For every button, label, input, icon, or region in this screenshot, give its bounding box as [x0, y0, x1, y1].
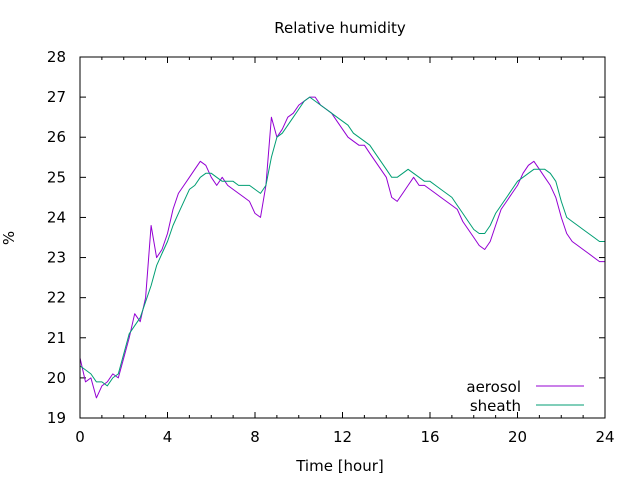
chart-title: Relative humidity	[274, 19, 406, 37]
x-tick-label: 16	[420, 428, 439, 446]
y-tick-label: 21	[47, 329, 66, 347]
y-tick-label: 24	[47, 208, 66, 226]
series-line-aerosol	[79, 96, 605, 399]
series-lines	[79, 96, 605, 399]
x-tick-label: 12	[333, 428, 352, 446]
legend-label-sheath: sheath	[470, 397, 521, 415]
legend-label-aerosol: aerosol	[466, 378, 521, 396]
y-tick-label: 19	[47, 409, 66, 427]
legend: aerosol sheath	[466, 378, 584, 415]
x-tick-label: 0	[75, 428, 85, 446]
plot-frame	[79, 56, 606, 419]
x-tick-label: 20	[508, 428, 527, 446]
x-tick-label: 4	[163, 428, 173, 446]
x-axis-label: Time [hour]	[295, 457, 384, 475]
series-line-sheath	[79, 96, 605, 387]
y-tick-label: 27	[47, 88, 66, 106]
y-tick-label: 20	[47, 369, 66, 387]
y-tick-label: 26	[47, 128, 66, 146]
axis-ticks: 0 4 8 12 16 20 24 19 20 21 22 23 24 25 26 27 28	[47, 48, 615, 446]
y-tick-label: 25	[47, 168, 66, 186]
y-tick-label: 22	[47, 289, 66, 307]
y-tick-label: 28	[47, 48, 66, 66]
y-axis-label: %	[0, 231, 18, 245]
x-tick-label: 8	[250, 428, 260, 446]
x-tick-label: 24	[595, 428, 614, 446]
y-tick-label: 23	[47, 249, 66, 267]
